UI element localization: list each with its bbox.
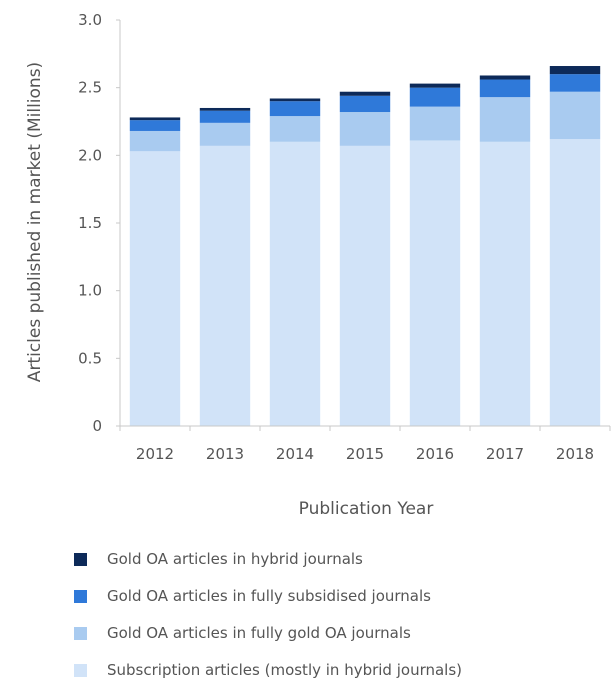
bar-segment-2016-series-0 [409,140,461,427]
bar-segment-2014-series-1 [269,116,321,142]
bar-segment-2013-series-1 [199,122,251,146]
legend-label: Gold OA articles in fully gold OA journa… [107,624,411,642]
bar-segment-2016-series-3 [409,83,461,88]
x-tick-label: 2015 [346,445,384,463]
x-tick-label: 2013 [206,445,244,463]
x-tick-label: 2016 [416,445,454,463]
bar-segment-2013-series-2 [199,110,251,123]
stacked-bar-chart: Articles published in market (Millions) … [25,11,611,519]
y-tick-label: 2.0 [78,146,102,164]
bar-segment-2017-series-2 [479,79,531,98]
legend-item: Gold OA articles in fully subsidised jou… [74,585,462,607]
legend-label: Subscription articles (mostly in hybrid … [107,661,463,679]
bar-segment-2015-series-0 [339,145,391,427]
y-axis-label: Articles published in market (Millions) [25,62,45,382]
bar-segment-2013-series-3 [199,107,251,111]
bar-segment-2014-series-0 [269,141,321,427]
bar-segment-2012-series-0 [129,151,181,427]
y-axis: 0 0.5 1.0 1.5 2.0 2.5 3.0 [78,11,121,435]
y-tick-label: 3.0 [78,11,102,29]
legend-swatch [74,626,87,640]
legend-item: Subscription articles (mostly in hybrid … [74,659,462,681]
legend-label: Gold OA articles in fully subsidised jou… [107,587,431,605]
bar-segment-2012-series-3 [129,117,181,121]
bar-segment-2012-series-2 [129,120,181,131]
x-axis: 2012 2013 2014 2015 2016 2017 2018 [119,425,611,463]
bar-segment-2012-series-1 [129,130,181,152]
bar-segment-2017-series-1 [479,97,531,142]
bar-segment-2017-series-3 [479,75,531,80]
bar-segment-2015-series-2 [339,95,391,113]
bar-segment-2014-series-3 [269,98,321,102]
x-tick-label: 2014 [276,445,314,463]
y-tick-label: 0.5 [78,349,102,367]
bar-segment-2013-series-0 [199,145,251,427]
bar-segment-2015-series-1 [339,112,391,146]
legend-swatch [74,552,87,566]
bars [129,66,601,427]
bar-segment-2018-series-2 [549,74,601,92]
x-tick-label: 2017 [486,445,524,463]
y-tick-label: 0 [92,417,102,435]
bar-segment-2018-series-1 [549,91,601,140]
bar-segment-2016-series-1 [409,106,461,141]
legend-label: Gold OA articles in hybrid journals [107,550,363,568]
y-tick-label: 1.0 [78,282,102,300]
y-tick-label: 2.5 [78,79,102,97]
bar-segment-2018-series-0 [549,139,601,427]
bar-segment-2014-series-2 [269,101,321,117]
x-tick-label: 2018 [556,445,594,463]
legend: Gold OA articles in hybrid journals Gold … [74,548,462,696]
legend-swatch [74,589,87,603]
legend-item: Gold OA articles in fully gold OA journa… [74,622,462,644]
bar-segment-2017-series-0 [479,141,531,427]
legend-item: Gold OA articles in hybrid journals [74,548,462,570]
x-tick-label: 2012 [136,445,174,463]
bar-segment-2016-series-2 [409,87,461,107]
legend-swatch [74,663,87,677]
y-tick-label: 1.5 [78,214,102,232]
bar-segment-2018-series-3 [549,66,601,75]
bar-segment-2015-series-3 [339,91,391,96]
x-axis-label: Publication Year [299,499,434,519]
